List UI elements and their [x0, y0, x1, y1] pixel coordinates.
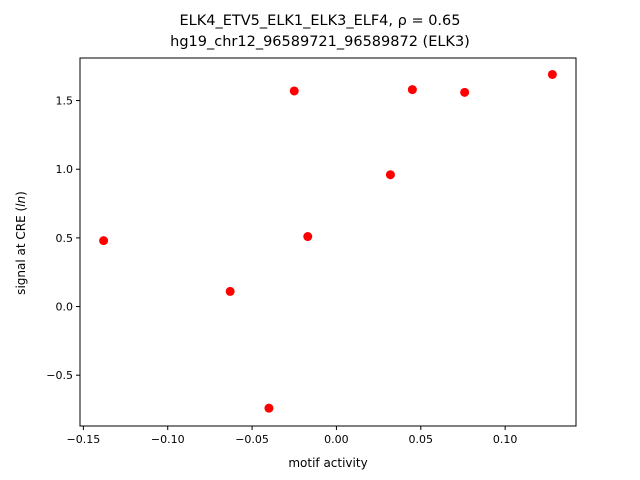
data-point [385, 170, 395, 180]
y-tick-label: 0.5 [56, 232, 74, 245]
x-tick-label: −0.05 [235, 433, 269, 446]
x-tick-label: −0.15 [67, 433, 101, 446]
y-tick-label: 1.5 [56, 95, 74, 108]
data-point [99, 236, 109, 246]
data-point [225, 286, 235, 296]
data-points [99, 69, 557, 413]
y-axis-label: signal at CRE (ln) [14, 191, 28, 295]
data-point [460, 87, 470, 97]
x-tick-label: 0.05 [409, 433, 434, 446]
x-axis-label: motif activity [288, 456, 367, 470]
data-point [289, 86, 299, 96]
plot-frame [79, 57, 577, 427]
y-tick-label: 1.0 [56, 163, 74, 176]
chart-title-line1: ELK4_ETV5_ELK1_ELK3_ELF4, ρ = 0.65 [179, 13, 461, 29]
y-tick-label: 0.0 [56, 301, 74, 314]
x-axis-ticks: −0.15 −0.10 −0.05 0.00 0.05 0.10 [67, 426, 518, 446]
chart-title-line2: hg19_chr12_96589721_96589872 (ELK3) [170, 34, 470, 50]
axes-frame [79, 57, 577, 427]
data-point [264, 403, 274, 413]
data-point [407, 85, 417, 95]
y-axis-ticks: −0.5 0.0 0.5 1.0 1.5 [46, 95, 80, 382]
data-point [303, 232, 313, 242]
x-tick-label: −0.10 [151, 433, 185, 446]
x-tick-label: 0.00 [324, 433, 349, 446]
data-point [547, 69, 557, 79]
y-tick-label: −0.5 [46, 369, 73, 382]
x-tick-label: 0.10 [493, 433, 518, 446]
